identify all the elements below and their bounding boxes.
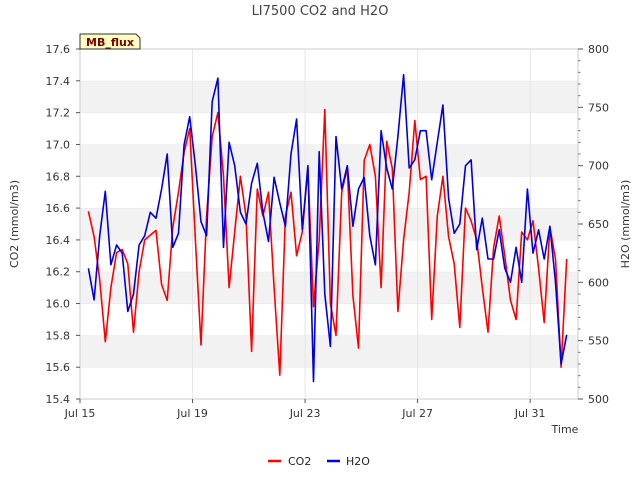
legend-label-co2: CO2 bbox=[288, 455, 311, 468]
grid-band bbox=[80, 176, 578, 209]
y-left-tick-label: 15.4 bbox=[46, 393, 71, 406]
badge: MB_flux bbox=[79, 33, 141, 50]
chart-title: LI7500 CO2 and H2O bbox=[252, 4, 389, 19]
x-tick-label: Jul 27 bbox=[401, 407, 433, 420]
grid-band bbox=[80, 367, 578, 399]
y-left-tick-label: 16.8 bbox=[46, 170, 71, 183]
y-left-tick-label: 17.6 bbox=[46, 43, 71, 56]
x-tick-label: Jul 23 bbox=[289, 407, 321, 420]
y-left-tick-label: 15.6 bbox=[46, 361, 71, 374]
legend-label-h2o: H2O bbox=[346, 455, 370, 468]
y-left-tick-label: 15.8 bbox=[46, 329, 71, 342]
y-right-tick-label: 500 bbox=[588, 393, 609, 406]
badge-box bbox=[79, 33, 141, 50]
x-axis-title: Time bbox=[551, 423, 579, 436]
grid-band bbox=[80, 112, 578, 145]
y-right-tick-label: 600 bbox=[588, 276, 609, 289]
grid-band bbox=[80, 49, 578, 81]
y-axis-right-title: H2O (mmol/m3) bbox=[619, 180, 632, 269]
axes-layer: Jul 15 Jul 19 Jul 23 Jul 27 Jul 31 15.4 15.6 15… bbox=[46, 43, 610, 420]
y-left-tick-label: 17.2 bbox=[46, 107, 71, 120]
y-left-tick-label: 17.0 bbox=[46, 138, 71, 151]
y-left-tick-label: 16.4 bbox=[46, 234, 71, 247]
y-axis-left-title: CO2 (mmol/m3) bbox=[8, 180, 21, 268]
y-right-tick-label: 650 bbox=[588, 218, 609, 231]
y-left-tick-label: 16.2 bbox=[46, 266, 71, 279]
y-left-tick-label: 16.0 bbox=[46, 298, 71, 311]
y-left-tick-label: 16.6 bbox=[46, 202, 71, 215]
legend: CO2 H2O bbox=[268, 455, 370, 468]
y-right-tick-label: 800 bbox=[588, 43, 609, 56]
y-right-tick-label: 750 bbox=[588, 101, 609, 114]
grid-band bbox=[80, 80, 578, 113]
background-bands bbox=[80, 48, 578, 399]
x-tick-label: Jul 19 bbox=[176, 407, 208, 420]
badge-label: MB_flux bbox=[86, 36, 134, 49]
series-layer bbox=[87, 73, 568, 383]
x-tick-label: Jul 31 bbox=[514, 407, 546, 420]
y-right-tick-label: 700 bbox=[588, 160, 609, 173]
y-left-tick-label: 17.4 bbox=[46, 75, 71, 88]
grid-band bbox=[80, 144, 578, 177]
y-right-tick-label: 550 bbox=[588, 335, 609, 348]
x-tick-label: Jul 15 bbox=[64, 407, 96, 420]
series-line-h2o bbox=[87, 73, 568, 383]
series-line-co2 bbox=[87, 108, 568, 376]
